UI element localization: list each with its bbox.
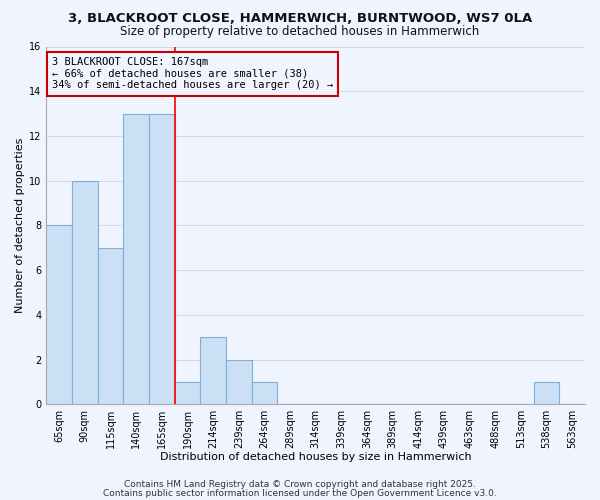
Bar [46,226,72,404]
Bar [98,248,124,404]
Bar [251,382,277,404]
Bar [534,382,559,404]
Y-axis label: Number of detached properties: Number of detached properties [15,138,25,313]
Bar [149,114,175,404]
Text: 3 BLACKROOT CLOSE: 167sqm
← 66% of detached houses are smaller (38)
34% of semi-: 3 BLACKROOT CLOSE: 167sqm ← 66% of detac… [52,57,333,90]
X-axis label: Distribution of detached houses by size in Hammerwich: Distribution of detached houses by size … [160,452,472,462]
Bar [226,360,251,404]
Text: Contains public sector information licensed under the Open Government Licence v3: Contains public sector information licen… [103,488,497,498]
Bar [124,114,149,404]
Bar [200,337,226,404]
Bar [175,382,200,404]
Text: 3, BLACKROOT CLOSE, HAMMERWICH, BURNTWOOD, WS7 0LA: 3, BLACKROOT CLOSE, HAMMERWICH, BURNTWOO… [68,12,532,26]
Bar [72,180,98,404]
Text: Size of property relative to detached houses in Hammerwich: Size of property relative to detached ho… [121,25,479,38]
Text: Contains HM Land Registry data © Crown copyright and database right 2025.: Contains HM Land Registry data © Crown c… [124,480,476,489]
